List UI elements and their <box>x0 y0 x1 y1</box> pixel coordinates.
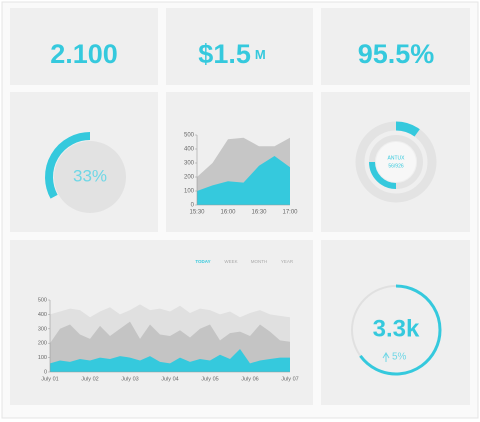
y-tick-label: 300 <box>38 326 47 332</box>
y-tick-label: 100 <box>38 355 47 361</box>
tile <box>321 240 470 405</box>
progress-change: 5% <box>392 352 407 363</box>
tab[interactable]: TODAY <box>195 259 210 264</box>
gauge-label: 33% <box>73 166 107 185</box>
ring-center <box>376 142 416 182</box>
ring-arc <box>369 161 397 189</box>
tab[interactable]: WEEK <box>224 259 237 264</box>
ring-title: ANTUX <box>388 155 406 161</box>
progress-label: 3.3k <box>373 315 420 342</box>
y-tick-label: 300 <box>184 161 195 167</box>
x-tick-label: July 06 <box>241 376 258 382</box>
tab[interactable]: MONTH <box>251 259 268 264</box>
gauge-arc <box>45 132 91 199</box>
y-tick-label: 400 <box>184 147 195 153</box>
x-tick-label: 16:00 <box>220 210 236 216</box>
y-tick-label: 400 <box>38 312 47 318</box>
kpi-number: $1.5 <box>198 39 251 69</box>
x-tick-label: July 02 <box>81 376 98 382</box>
y-tick-label: 0 <box>191 203 195 209</box>
y-tick-label: 200 <box>38 341 47 347</box>
tile <box>321 8 470 85</box>
x-tick-label: July 01 <box>41 376 58 382</box>
y-tick-label: 100 <box>184 189 195 195</box>
area <box>197 156 290 205</box>
x-tick-label: July 03 <box>121 376 138 382</box>
y-tick-label: 0 <box>44 369 47 375</box>
area <box>50 348 290 372</box>
up-arrow-icon <box>382 352 390 362</box>
x-tick-label: 15:30 <box>189 210 205 216</box>
kpi-unit: M <box>255 47 266 62</box>
y-tick-label: 200 <box>184 175 195 181</box>
x-tick-label: 17:00 <box>282 210 298 216</box>
tile <box>166 8 313 85</box>
kpi-value: $1.5 M <box>198 39 265 69</box>
x-tick-label: 16:30 <box>251 210 267 216</box>
ring-arc <box>395 121 420 137</box>
kpi-value: 2.100 <box>50 39 118 69</box>
x-tick-label: July 05 <box>201 376 218 382</box>
y-tick-label: 500 <box>184 133 195 139</box>
x-tick-label: July 04 <box>161 376 178 382</box>
ring-subtitle: 56/926 <box>388 163 404 169</box>
tab[interactable]: YEAR <box>281 259 294 264</box>
progress-arc <box>359 284 442 376</box>
gauge-face <box>54 141 126 213</box>
x-tick-label: July 07 <box>281 376 298 382</box>
kpi-value: 95.5% <box>358 39 435 69</box>
tile <box>10 8 158 85</box>
y-tick-label: 500 <box>38 297 47 303</box>
